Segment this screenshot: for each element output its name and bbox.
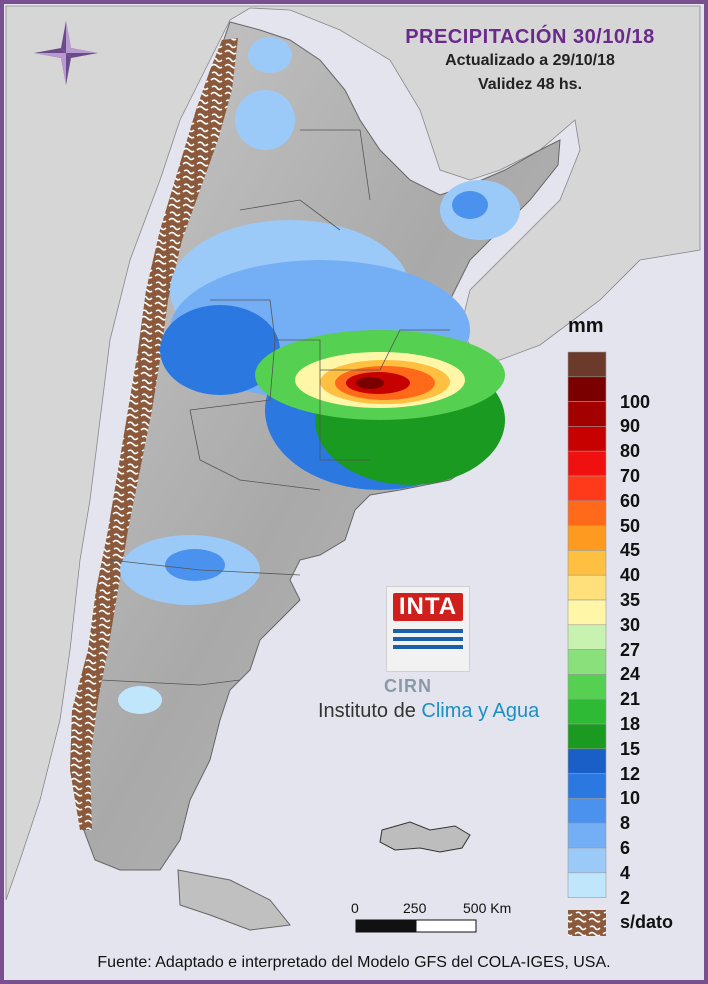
legend-unit: mm <box>568 315 604 337</box>
legend-swatch <box>567 550 607 576</box>
legend-swatch <box>567 649 607 675</box>
legend-label: 45 <box>620 540 641 561</box>
legend-label: 18 <box>620 714 641 734</box>
no-data-swatch <box>568 910 606 936</box>
legend-label: 70 <box>620 466 641 486</box>
inta-logo-text: INTA <box>398 593 458 620</box>
scale-label-500: 500 Km <box>463 900 512 916</box>
legend-swatch <box>567 376 607 402</box>
legend-swatch <box>567 822 607 849</box>
legend-swatch <box>567 500 607 526</box>
legend-swatch <box>567 872 607 898</box>
legend-swatch <box>567 426 607 452</box>
legend-swatch <box>567 475 607 502</box>
scale-label-0: 0 <box>351 900 359 916</box>
legend-swatch <box>567 748 607 774</box>
tierra-del-fuego <box>177 869 291 931</box>
legend-label: 21 <box>620 689 641 710</box>
legend-label: 50 <box>620 515 641 536</box>
institute-name: Instituto de Clima y Agua <box>318 700 539 723</box>
precipitation-field <box>118 37 520 714</box>
legend-label: 24 <box>620 664 641 685</box>
legend-label: 6 <box>620 838 631 858</box>
legend-label: 15 <box>620 738 641 759</box>
cirn-logo: CIRN <box>384 676 432 696</box>
neighbor-countries <box>5 5 701 901</box>
validity-label: Validez 48 hs. <box>477 76 583 93</box>
legend-label: 60 <box>620 490 641 511</box>
legend-label: 30 <box>620 614 641 635</box>
scale-label-250: 250 <box>403 900 427 916</box>
legend-swatch <box>567 401 607 427</box>
legend-label: 12 <box>620 763 641 784</box>
legend-label: 40 <box>620 565 641 586</box>
legend-swatch <box>567 351 607 378</box>
legend-label: 80 <box>620 441 641 462</box>
legend-swatch <box>567 773 607 799</box>
institute-accent: Clima y Agua <box>421 700 540 722</box>
source-footer: Fuente: Adaptado e interpretado del Mode… <box>97 954 611 971</box>
province-boundaries <box>99 129 450 686</box>
legend-label: 35 <box>620 590 641 610</box>
malvinas-islands <box>379 821 471 853</box>
legend-swatch <box>567 599 607 626</box>
legend-swatch <box>567 674 607 700</box>
legend-swatch <box>567 847 607 874</box>
compass-rose-icon <box>34 21 98 85</box>
scale-bar <box>355 919 477 933</box>
legend-swatch <box>567 624 607 650</box>
legend-swatch <box>567 698 607 725</box>
inta-logo: INTA <box>386 586 470 672</box>
legend-swatch <box>567 723 607 750</box>
map-title: PRECIPITACIÓN 30/10/18 <box>405 26 655 48</box>
legend-color-bar <box>567 351 607 898</box>
updated-date: Actualizado a 29/10/18 <box>445 52 615 69</box>
legend-label: 90 <box>620 416 641 437</box>
legend-label: 4 <box>620 862 631 883</box>
legend-label: 100 <box>620 391 651 412</box>
no-data-area <box>70 38 238 830</box>
institute-prefix: Instituto de <box>318 700 422 722</box>
legend-label: 8 <box>620 813 631 834</box>
legend-swatch <box>567 574 607 601</box>
legend-label: 2 <box>620 887 631 908</box>
legend-swatch <box>567 798 607 824</box>
legend-label: 27 <box>620 639 641 660</box>
no-data-label: s/dato <box>620 912 674 932</box>
legend-swatch <box>567 450 607 477</box>
legend-swatch <box>567 525 607 551</box>
legend-label: 10 <box>620 788 641 809</box>
